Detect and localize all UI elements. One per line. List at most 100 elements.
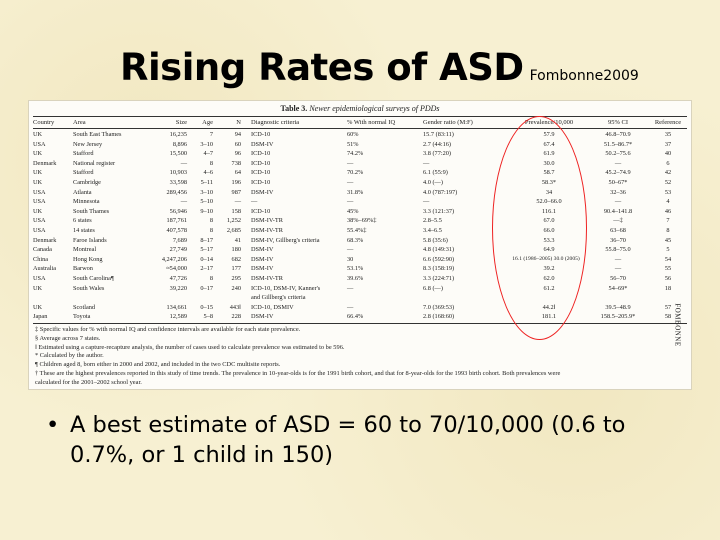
table-cell: — <box>180 159 187 167</box>
table-cell: Barwon <box>73 265 93 273</box>
table-cell: 36–70 <box>610 236 626 244</box>
column-header: 95% CI <box>607 119 629 126</box>
table-cell: Scotland <box>73 303 96 311</box>
table-cell: 4.0 (—) <box>423 179 443 186</box>
table-cell: 5–10 <box>200 198 213 206</box>
table-cell: 51% <box>347 140 359 148</box>
table-cell: 31.8% <box>347 188 364 196</box>
table-cell: 1,252 <box>226 217 241 225</box>
prevalence-table-figure: Table 3. Newer epidemiological surveys o… <box>28 100 692 390</box>
table-cell: 42 <box>664 169 672 177</box>
table-bottom-rule <box>33 323 687 324</box>
table-cell: 134,661 <box>166 303 187 311</box>
table-cell: 5–8 <box>203 313 213 321</box>
table-cell: 16,235 <box>169 131 187 138</box>
table-cell: 4–7 <box>203 150 213 158</box>
column-header: Size <box>175 119 187 126</box>
table-cell: DSM-IV-TR <box>251 227 283 234</box>
table-cell: ICD-10 <box>251 207 271 215</box>
table-cell: Stafford <box>73 169 94 177</box>
table-cell: 53 <box>664 188 672 196</box>
table-cell: ICD-10 <box>251 159 271 167</box>
citation: Fombonne2009 <box>529 68 639 84</box>
table-cell: 38%–69%‡ <box>347 217 377 225</box>
column-header: N <box>236 119 241 126</box>
table-cell: 56 <box>664 275 672 282</box>
table-cell: 12,589 <box>169 313 187 321</box>
table-cell: China <box>33 255 49 263</box>
footnote: * Calculated by the author. <box>35 352 104 360</box>
table-cell: ≈54,000 <box>166 265 187 273</box>
column-header: Area <box>73 119 86 126</box>
table-cell: 6 <box>666 159 670 167</box>
table-cell: 47,726 <box>169 275 187 282</box>
table-cell: 45% <box>347 207 359 215</box>
table-cell: USA <box>33 198 46 206</box>
table-cell: UK <box>33 150 43 158</box>
column-header: Gender ratio (M:F) <box>423 119 473 126</box>
table-cell: 39.5–48.9 <box>605 303 631 311</box>
table-cell: 4,247,206 <box>161 255 187 263</box>
table-cell: 8 <box>209 159 213 167</box>
table-cell: 3.8 (77:20) <box>423 150 451 158</box>
table-cell: South East Thames <box>73 131 122 138</box>
slide-title: Rising Rates of ASD <box>120 46 524 89</box>
table-cell: 295 <box>231 275 241 282</box>
table-cell: 407,578 <box>166 227 187 234</box>
column-header: Reference <box>654 119 682 126</box>
table-cell: DSM-IV <box>251 313 274 321</box>
table-cell: 7,689 <box>172 236 187 244</box>
table-cell: 52 <box>664 179 672 186</box>
table-cell: 54 <box>664 255 672 263</box>
table-cell: 68.3% <box>347 236 364 244</box>
table-cell: 3.3 (121:37) <box>423 207 455 215</box>
table-cell: 66.4% <box>347 313 364 321</box>
table-cell: 57 <box>664 303 672 311</box>
footnote: † These are the highest prevalences repo… <box>35 370 561 377</box>
table-cell: USA <box>33 140 46 148</box>
table-cell: 7 <box>666 217 670 225</box>
table-cell: Denmark <box>33 236 57 244</box>
table-cell: 3–10 <box>200 188 213 196</box>
table-cell: 240 <box>231 284 241 292</box>
table-cell: — <box>347 179 354 186</box>
table-cell: 18 <box>664 284 672 292</box>
table-cell: 14 states <box>73 227 95 234</box>
table-cell: — <box>234 198 241 206</box>
table-cell: 4 <box>666 198 670 206</box>
table-cell: 5–11 <box>200 179 213 186</box>
table-cell: Cambridge <box>73 179 101 186</box>
table-cell: 55.4%‡ <box>347 227 367 234</box>
table-cell: 10,903 <box>169 169 187 177</box>
table-cell: 90.4–141.8 <box>603 207 633 215</box>
table-cell: 2–17 <box>200 265 213 273</box>
table-cell: 37 <box>664 140 672 148</box>
highlight-oval <box>492 116 587 340</box>
table-cell: — <box>347 246 354 254</box>
footnote: ¶ Children aged 8, born either in 2000 a… <box>35 361 281 369</box>
table-cell: 9–10 <box>200 207 213 215</box>
table-cell: 35 <box>664 131 672 138</box>
table-cell: 8 <box>666 227 670 234</box>
table-cell: 0–15 <box>200 303 213 311</box>
table-cell: UK <box>33 207 43 215</box>
table-cell: — <box>614 159 622 167</box>
table-cell: DSM-IV <box>251 265 274 273</box>
table-cell: 8 <box>209 227 213 234</box>
table-cell: USA <box>33 275 46 282</box>
table-cell: 3.4–6.5 <box>423 227 442 234</box>
table-cell: 180 <box>231 246 241 254</box>
table-cell: 3.3 (224:71) <box>423 275 455 282</box>
table-cell: 289,456 <box>166 188 187 196</box>
table-cell: Stafford <box>73 150 94 158</box>
table-caption-title: Newer epidemiological surveys of PDDs <box>309 104 440 113</box>
table-cell: 5 <box>666 246 670 254</box>
table-cell: — <box>347 159 354 167</box>
table-cell: Toyota <box>73 313 91 321</box>
table-cell: DSM-IV-TR <box>251 217 283 225</box>
table-cell: 8,896 <box>172 140 187 148</box>
table-top-rule <box>33 116 687 117</box>
table-cell: Minnesota <box>73 198 100 206</box>
table-cell: DSM-IV <box>251 255 274 263</box>
table-cell: DSM-IV <box>251 246 274 254</box>
